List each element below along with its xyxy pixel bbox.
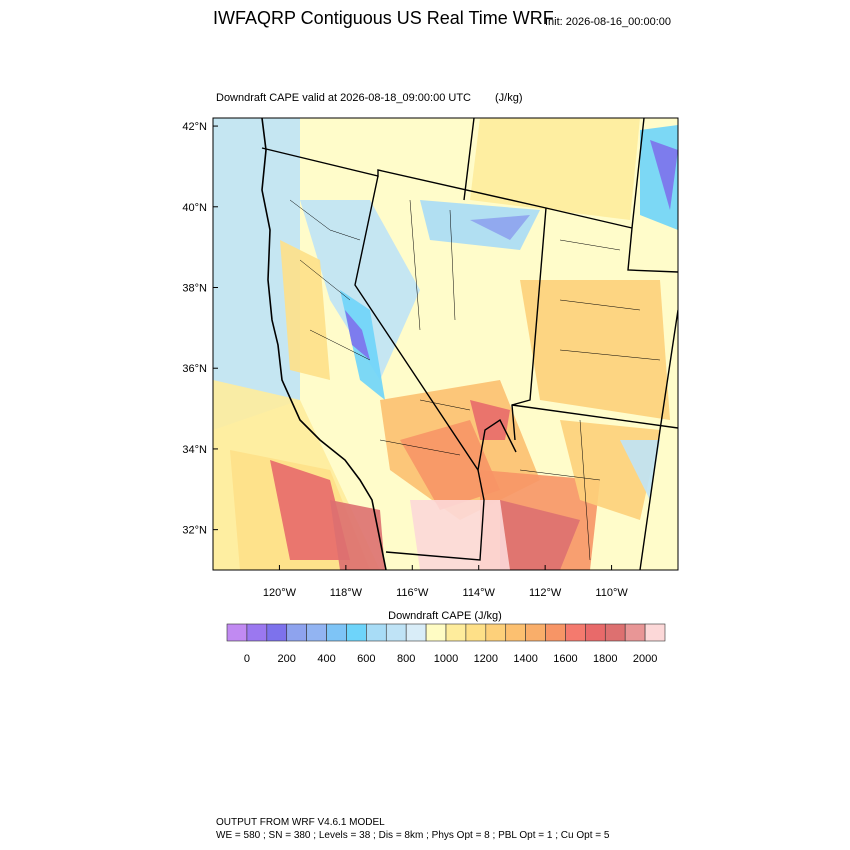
title: IWFAQRP Contiguous US Real Time WRF — [213, 8, 554, 28]
field-region — [470, 118, 640, 220]
y-tick-label: 40°N — [182, 202, 207, 214]
colorbar-title: Downdraft CAPE (J/kg) — [388, 610, 502, 622]
colorbar-label: 400 — [317, 653, 335, 665]
colorbar-box — [266, 623, 288, 642]
colorbar-box — [326, 623, 347, 642]
colorbar-box — [366, 623, 387, 642]
colorbar-box — [505, 623, 526, 642]
colorbar-label: 1400 — [513, 653, 537, 665]
colorbar-box — [644, 623, 666, 642]
y-tick-label: 42°N — [182, 121, 207, 133]
x-tick-label: 114°W — [463, 587, 496, 599]
x-tick-label: 110°W — [595, 587, 628, 599]
colorbar-box — [246, 623, 268, 642]
boundaries — [261, 118, 678, 570]
colorbar-label: 1600 — [553, 653, 577, 665]
colorbar-box — [624, 623, 646, 642]
units: (J/kg) — [495, 92, 523, 104]
field-region — [330, 500, 385, 570]
colorbar-box — [525, 623, 546, 642]
colorbar-label: 1000 — [434, 653, 458, 665]
x-tick-label: 120°W — [263, 587, 297, 599]
y-tick-label: 34°N — [182, 444, 207, 456]
colorbar-label: 1800 — [593, 653, 617, 665]
map-frame — [212, 117, 679, 571]
colorbar-label: 600 — [357, 653, 375, 665]
colorbar-label: 200 — [278, 653, 296, 665]
subtitle: Downdraft CAPE valid at 2026-08-18_09:00… — [216, 92, 471, 104]
footer-line: WE = 580 ; SN = 380 ; Levels = 38 ; Dis … — [216, 830, 610, 841]
footer-line: OUTPUT FROM WRF V4.6.1 MODEL — [216, 817, 385, 828]
field-region — [470, 400, 510, 440]
field — [213, 118, 678, 570]
colorbar-box — [565, 623, 586, 642]
field-region — [500, 500, 580, 570]
colorbar-box — [306, 623, 327, 642]
colorbar-box — [604, 623, 626, 642]
colorbar-box — [226, 623, 248, 642]
y-tick-label: 32°N — [182, 525, 207, 537]
colorbar-label: 0 — [244, 653, 250, 665]
x-tick-label: 118°W — [330, 587, 363, 599]
x-tick-label: 112°W — [529, 587, 562, 599]
field-region — [300, 200, 420, 380]
field-region — [270, 460, 350, 560]
colorbar-box — [545, 623, 566, 642]
colorbar-box — [385, 623, 407, 642]
colorbar-box — [286, 623, 307, 642]
colorbar-box — [585, 623, 606, 642]
field-region — [280, 240, 330, 380]
field-region — [400, 420, 500, 510]
field-region — [410, 500, 510, 570]
field-region — [345, 310, 370, 360]
colorbar-box — [346, 623, 367, 642]
init-time: Init: 2026-08-16_00:00:00 — [545, 16, 671, 28]
field-region — [520, 280, 670, 420]
colorbar-label: 2000 — [633, 653, 657, 665]
colorbar-box — [425, 623, 447, 642]
colorbar-box — [405, 623, 427, 642]
colorbar-label: 1200 — [474, 653, 498, 665]
colorbar-box — [485, 623, 507, 642]
x-tick-label: 116°W — [396, 587, 429, 599]
colorbar-box — [465, 623, 487, 642]
field-region — [650, 140, 678, 210]
y-tick-label: 38°N — [182, 283, 207, 295]
colorbar-label: 800 — [397, 653, 415, 665]
field-region — [620, 440, 660, 500]
colorbar-box — [445, 623, 467, 642]
y-tick-label: 36°N — [182, 363, 207, 375]
field-region — [470, 215, 530, 240]
